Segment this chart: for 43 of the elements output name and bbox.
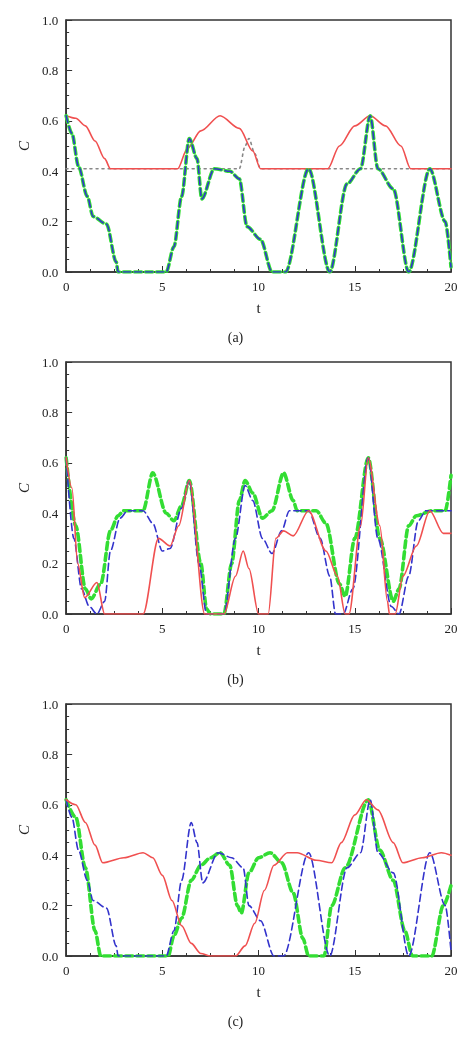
y-tick-label: 1.0 (41, 696, 59, 712)
x-tick-label: 20 (444, 621, 458, 636)
y-axis-title: C (15, 824, 32, 836)
y-tick-label: 0.0 (41, 606, 59, 622)
x-tick-label: 15 (348, 963, 362, 978)
x-axis-title: t (256, 983, 262, 1000)
y-axis-title: C (15, 482, 32, 494)
y-tick-label: 0.4 (41, 505, 59, 521)
x-tick-label: 10 (252, 963, 266, 978)
x-tick-label: 0 (62, 621, 70, 636)
y-tick-label: 0.8 (41, 404, 59, 420)
x-tick-label: 5 (159, 963, 166, 978)
line-series (65, 114, 452, 170)
y-tick-label: 0.6 (41, 455, 59, 471)
x-tick-label: 5 (159, 621, 166, 636)
y-tick-label: 1.0 (41, 354, 59, 370)
y-tick-label: 0.8 (41, 746, 59, 762)
x-tick-label: 10 (252, 621, 266, 636)
y-tick-label: 0.6 (41, 113, 59, 129)
y-tick-label: 0.2 (41, 556, 59, 572)
x-tick-label: 15 (348, 279, 362, 294)
x-tick-label: 20 (444, 963, 458, 978)
text: (b) (227, 671, 244, 688)
y-tick-label: 0.0 (41, 264, 59, 280)
y-tick-label: 0.4 (41, 163, 59, 179)
y-tick-label: 1.0 (41, 12, 59, 28)
y-tick-label: 0.8 (41, 62, 59, 78)
x-tick-label: 5 (159, 279, 166, 294)
text: (a) (227, 329, 244, 346)
x-axis-title: t (256, 641, 262, 658)
x-axis-title: t (256, 299, 262, 316)
x-tick-label: 15 (348, 621, 362, 636)
x-tick-label: 0 (62, 963, 70, 978)
y-axis-title: C (15, 140, 32, 152)
x-tick-label: 10 (252, 279, 266, 294)
y-tick-label: 0.4 (41, 847, 59, 863)
x-tick-label: 20 (444, 279, 458, 294)
y-tick-label: 0.0 (41, 948, 59, 964)
text: (c) (227, 1013, 244, 1030)
y-tick-label: 0.2 (41, 214, 59, 230)
y-tick-label: 0.2 (41, 898, 59, 914)
x-tick-label: 0 (62, 279, 70, 294)
y-tick-label: 0.6 (41, 797, 59, 813)
